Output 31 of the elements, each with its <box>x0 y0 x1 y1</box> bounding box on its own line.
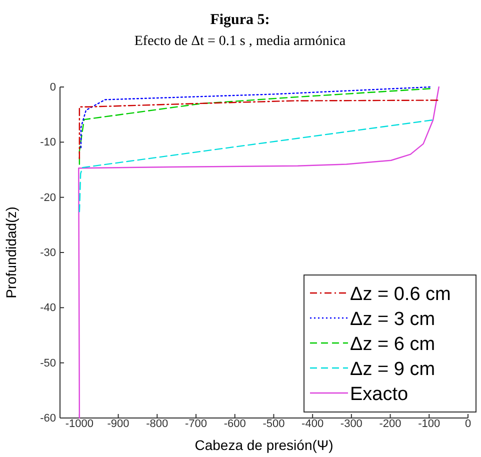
chart-subtitle: Efecto de Δt = 0.1 s , media armónica <box>134 34 346 49</box>
legend-label: Δz = 6 cm <box>350 334 436 355</box>
line-series <box>78 88 431 165</box>
legend-label: Exacto <box>350 384 408 405</box>
x-tick-label: -700 <box>184 418 208 430</box>
legend-label: Δz = 3 cm <box>350 309 436 330</box>
x-tick-label: -300 <box>340 418 362 430</box>
x-axis-title: Cabeza de presión(Ψ) <box>194 437 334 453</box>
line-series <box>80 86 431 148</box>
y-axis-title: Profundidad(z) <box>3 206 19 298</box>
legend-label: Δz = 9 cm <box>350 359 436 380</box>
x-tick-label: -900 <box>107 418 130 430</box>
x-tick-label: -1000 <box>65 418 94 430</box>
x-tick-label: -800 <box>146 418 168 430</box>
x-tick-label: 0 <box>464 418 472 430</box>
y-tick-label: -40 <box>40 302 56 314</box>
chart-title: Figura 5: <box>210 12 270 28</box>
y-tick-label: -30 <box>40 247 56 260</box>
x-tick-label: -200 <box>379 418 402 430</box>
y-tick-label: -20 <box>40 192 56 204</box>
line-series <box>78 100 438 160</box>
x-tick-label: -500 <box>262 418 285 430</box>
y-tick-label: -10 <box>40 136 56 149</box>
line-series <box>78 120 432 212</box>
x-tick-label: -600 <box>224 418 246 430</box>
y-tick-label: 0 <box>50 82 56 94</box>
y-tick-label: -60 <box>40 412 56 425</box>
y-tick-label: -50 <box>40 357 56 370</box>
legend-label: Δz = 0.6 cm <box>350 284 451 305</box>
x-tick-label: -100 <box>418 418 440 430</box>
x-tick-label: -400 <box>302 418 324 430</box>
